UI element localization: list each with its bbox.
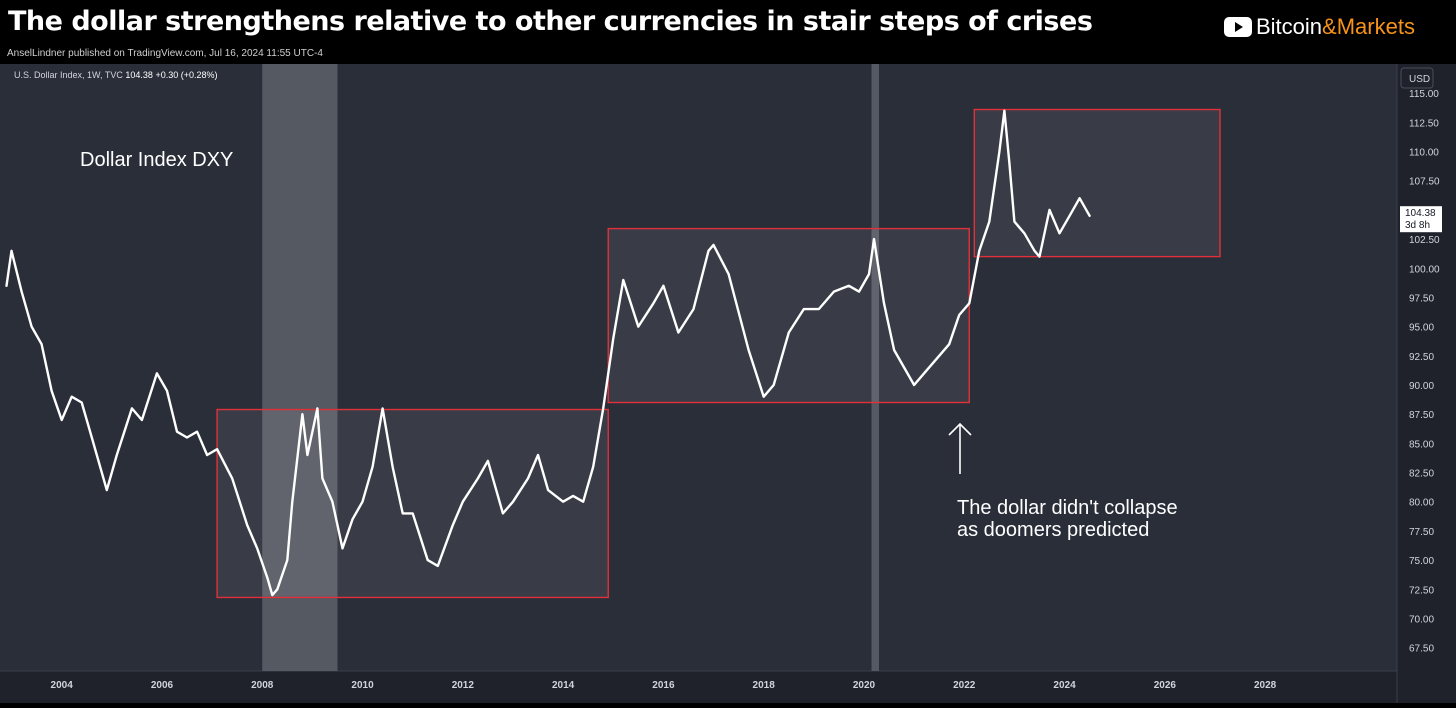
y-tick-label: 70.00	[1409, 614, 1434, 625]
x-tick-label: 2018	[753, 680, 776, 691]
y-tick-label: 95.00	[1409, 323, 1434, 334]
y-tick-label: 107.50	[1409, 177, 1440, 188]
y-tick-label: 110.00	[1409, 148, 1439, 159]
range-box	[216, 408, 609, 599]
y-tick-label: 92.50	[1409, 352, 1434, 363]
annotation-line-1: The dollar didn't collapse	[957, 497, 1178, 519]
range-boxes	[216, 108, 1221, 599]
x-tick-label: 2016	[652, 680, 675, 691]
recession-bands	[262, 64, 880, 671]
header-bar: The dollar strengthens relative to other…	[0, 0, 1456, 64]
x-tick-label: 2006	[151, 680, 174, 691]
time-axis[interactable]	[0, 671, 1456, 703]
price-line-group	[5, 109, 1091, 597]
legend-symbol: U.S. Dollar Index, 1W, TVC 104.38 +0.30 …	[14, 70, 217, 80]
x-tick-label: 2024	[1053, 680, 1076, 691]
last-price-marker: 104.38 3d 8h	[1400, 206, 1442, 233]
plot-area[interactable]	[0, 64, 1397, 671]
recession-band	[262, 64, 338, 671]
up-arrow-icon	[948, 422, 972, 474]
x-tick-label: 2026	[1154, 680, 1177, 691]
y-tick-label: 80.00	[1409, 498, 1434, 509]
brand-accent: &Markets	[1322, 14, 1415, 39]
y-tick-label: 102.50	[1409, 235, 1440, 246]
y-tick-label: 82.50	[1409, 469, 1434, 480]
x-tick-label: 2014	[552, 680, 575, 691]
y-tick-label: 77.50	[1409, 527, 1434, 538]
chart-svg[interactable]: 67.50 70.00 72.50 75.00 77.50 80.00 82.50 85.00…	[0, 64, 1456, 703]
x-tick-label: 2022	[953, 680, 976, 691]
recession-band	[871, 64, 880, 671]
chart-title: The dollar strengthens relative to other…	[8, 6, 1093, 37]
y-tick-label: 90.00	[1409, 381, 1434, 392]
range-box	[973, 108, 1221, 258]
price-axis[interactable]	[1397, 64, 1456, 671]
youtube-play-icon	[1224, 17, 1252, 37]
x-tick-label: 2020	[853, 680, 876, 691]
publisher-line: AnselLindner published on TradingView.co…	[7, 48, 323, 59]
range-box	[607, 227, 970, 404]
annotation-line-2: as doomers predicted	[957, 519, 1149, 541]
y-tick-label: 85.00	[1409, 439, 1434, 450]
last-price-label: 104.38	[1405, 208, 1436, 219]
price-line	[5, 109, 1091, 597]
currency-badge[interactable]	[1400, 67, 1434, 89]
x-tick-label: 2012	[452, 680, 475, 691]
y-tick-label: 72.50	[1409, 585, 1434, 596]
chart-panel: 67.50 70.00 72.50 75.00 77.50 80.00 82.50 85.00…	[0, 64, 1456, 703]
x-tick-label: 2008	[251, 680, 274, 691]
countdown-label: 3d 8h	[1405, 220, 1430, 231]
y-tick-label: 67.50	[1409, 644, 1434, 655]
x-tick-label: 2028	[1254, 680, 1277, 691]
x-tick-label: 2004	[51, 680, 74, 691]
y-tick-label: 75.00	[1409, 556, 1434, 567]
currency-label: USD	[1409, 74, 1430, 85]
chart-label: Dollar Index DXY	[80, 149, 233, 171]
y-tick-label: 97.50	[1409, 293, 1434, 304]
brand-logo[interactable]: Bitcoin &Markets	[1224, 12, 1415, 42]
brand-name: Bitcoin	[1256, 14, 1323, 39]
y-tick-label: 87.50	[1409, 410, 1434, 421]
y-tick-label: 115.00	[1409, 89, 1439, 100]
y-tick-label: 100.00	[1409, 264, 1440, 275]
x-tick-label: 2010	[351, 680, 374, 691]
y-tick-label: 112.50	[1409, 118, 1439, 129]
x-axis-labels: 2004 2006 2008 2010 2012 2014 2016 2018 2020 2022…	[51, 680, 1277, 691]
